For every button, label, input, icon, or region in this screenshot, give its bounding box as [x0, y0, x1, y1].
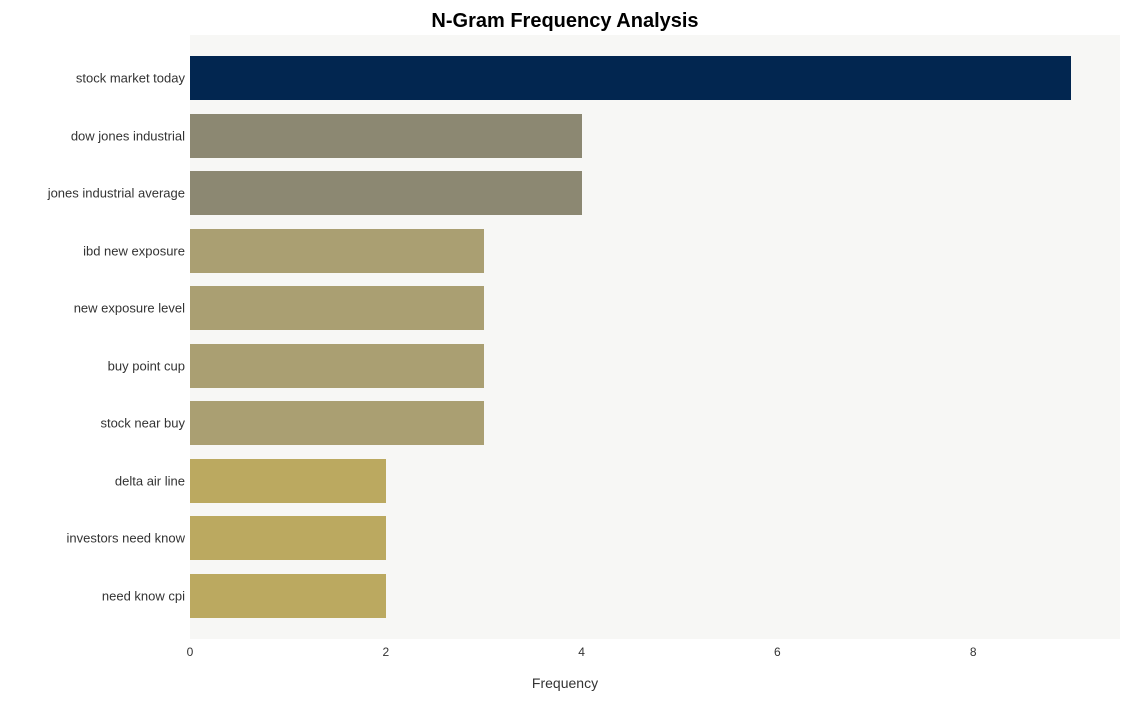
y-tick-label: stock market today	[76, 71, 185, 86]
bar	[190, 114, 582, 158]
bar	[190, 171, 582, 215]
plot-area	[190, 35, 1120, 639]
bar	[190, 286, 484, 330]
y-tick-label: delta air line	[115, 473, 185, 488]
bar	[190, 516, 386, 560]
y-tick-label: ibd new exposure	[83, 243, 185, 258]
bar	[190, 344, 484, 388]
y-tick-label: need know cpi	[102, 588, 185, 603]
chart-title: N-Gram Frequency Analysis	[0, 10, 1130, 33]
grid-region	[777, 35, 973, 639]
y-tick-label: investors need know	[66, 531, 185, 546]
y-tick-label: jones industrial average	[48, 186, 185, 201]
x-tick-label: 2	[382, 645, 389, 659]
grid-region	[582, 35, 778, 639]
bar	[190, 229, 484, 273]
y-tick-label: new exposure level	[74, 301, 185, 316]
x-tick-label: 8	[970, 645, 977, 659]
bar	[190, 56, 1071, 100]
x-tick-label: 4	[578, 645, 585, 659]
bar	[190, 574, 386, 618]
x-axis-label: Frequency	[0, 675, 1130, 691]
grid-region	[973, 35, 1120, 639]
bar	[190, 459, 386, 503]
y-tick-label: buy point cup	[108, 358, 185, 373]
x-tick-label: 0	[187, 645, 194, 659]
y-tick-label: dow jones industrial	[71, 128, 185, 143]
x-tick-label: 6	[774, 645, 781, 659]
y-tick-label: stock near buy	[100, 416, 185, 431]
bar	[190, 401, 484, 445]
